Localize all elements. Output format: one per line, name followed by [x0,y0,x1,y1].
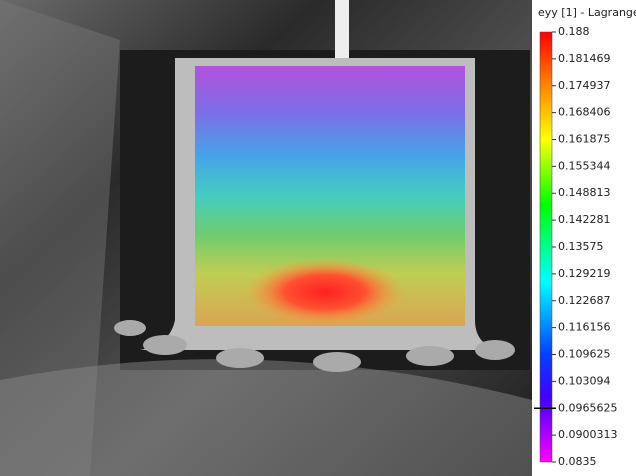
colorbar-tick-label: 0.122687 [558,294,611,307]
colorbar-tick-label: 0.181469 [558,52,611,65]
colorbar-tick-label: 0.116156 [558,321,611,334]
colorbar-tick-label: 0.161875 [558,133,611,146]
colorbar [539,31,553,463]
colorbar-tick-label: 0.142281 [558,213,611,226]
plastic-sheet [0,359,532,476]
colorbar-tick-label: 0.174937 [558,79,611,92]
colorbar-tick-label: 0.13575 [558,240,604,253]
bolts [114,320,515,372]
colorbar-tick-label: 0.129219 [558,267,611,280]
colorbar-tick-label: 0.148813 [558,186,611,199]
colorbar-tick-label: 0.0835 [558,455,597,468]
colorbar-tick-label: 0.188 [558,25,590,38]
colorbar-tick-label: 0.155344 [558,159,611,172]
colorbar-tick-label: 0.168406 [558,106,611,119]
colorbar-tick-label: 0.0965625 [558,401,618,414]
colorbar-title: eyy [1] - Lagrange [538,6,636,19]
colorbar-tick-label: 0.0900313 [558,428,618,441]
strain-hotspot [245,258,405,326]
light [335,0,349,60]
colorbar-tick-label: 0.109625 [558,348,611,361]
colorbar-tick-label: 0.103094 [558,374,611,387]
plastic-sheet [0,0,120,476]
